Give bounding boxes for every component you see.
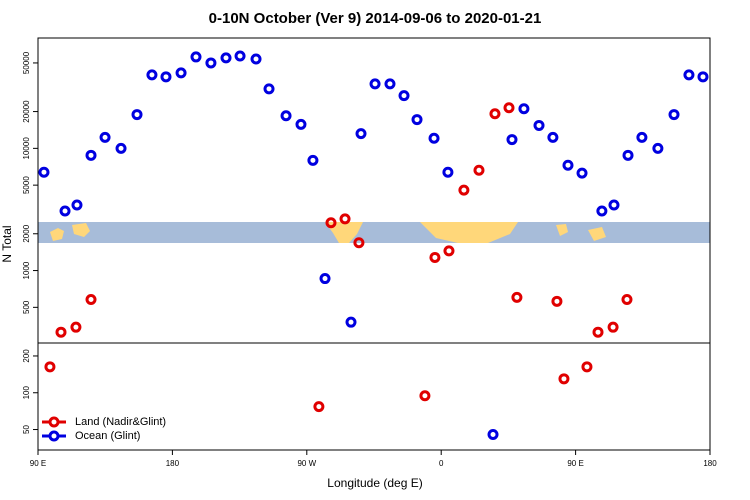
y-tick-label: 20000 xyxy=(22,100,31,123)
chart-title: 0-10N October (Ver 9) 2014-09-06 to 2020… xyxy=(209,10,542,27)
point xyxy=(668,109,680,121)
x-tick-label: 180 xyxy=(703,459,717,468)
point xyxy=(503,102,515,114)
x-axis-label: Longitude (deg E) xyxy=(327,476,422,490)
point xyxy=(551,295,563,307)
point xyxy=(547,131,559,143)
point xyxy=(175,67,187,79)
point xyxy=(369,78,381,90)
point xyxy=(596,205,608,217)
x-tick-label: 90 W xyxy=(297,459,316,468)
point xyxy=(489,108,501,120)
y-tick-label: 200 xyxy=(22,349,31,363)
y-tick-label: 50000 xyxy=(22,51,31,74)
point xyxy=(398,90,410,102)
y-tick-label: 50 xyxy=(22,425,31,434)
point xyxy=(115,142,127,154)
point xyxy=(131,109,143,121)
y-tick-label: 1000 xyxy=(22,261,31,279)
point xyxy=(506,134,518,146)
point xyxy=(511,291,523,303)
point xyxy=(683,69,695,81)
y-tick-label: 10000 xyxy=(22,137,31,160)
point xyxy=(411,114,423,126)
y-tick-label: 5000 xyxy=(22,176,31,194)
point xyxy=(487,429,499,441)
point xyxy=(295,118,307,130)
point xyxy=(205,57,217,69)
point xyxy=(458,184,470,196)
y-tick-label: 100 xyxy=(22,386,31,400)
legend-marker xyxy=(48,430,60,442)
y-axis-label: N Total xyxy=(0,225,14,262)
point xyxy=(160,71,172,83)
point xyxy=(280,110,292,122)
point xyxy=(442,166,454,178)
x-tick-label: 180 xyxy=(166,459,180,468)
point xyxy=(250,53,262,65)
point xyxy=(428,132,440,144)
point xyxy=(325,217,337,229)
y-tick-label: 2000 xyxy=(22,224,31,242)
point xyxy=(533,119,545,131)
x-tick-label: 90 E xyxy=(567,459,583,468)
y-tick-label: 500 xyxy=(22,300,31,314)
x-tick-label: 90 E xyxy=(30,459,46,468)
point xyxy=(85,149,97,161)
point xyxy=(636,131,648,143)
point xyxy=(313,401,325,413)
point xyxy=(608,199,620,211)
point xyxy=(353,237,365,249)
point xyxy=(59,205,71,217)
point xyxy=(607,321,619,333)
point xyxy=(55,326,67,338)
map-strip xyxy=(38,222,710,243)
legend-label: Ocean (Glint) xyxy=(75,430,140,442)
point xyxy=(576,167,588,179)
point xyxy=(419,390,431,402)
point xyxy=(44,361,56,373)
point xyxy=(697,71,709,83)
point xyxy=(70,321,82,333)
point xyxy=(220,52,232,64)
point xyxy=(71,199,83,211)
point xyxy=(99,131,111,143)
point xyxy=(621,293,633,305)
point xyxy=(234,50,246,62)
point xyxy=(339,213,351,225)
point xyxy=(652,142,664,154)
point xyxy=(345,316,357,328)
point xyxy=(384,78,396,90)
point xyxy=(558,373,570,385)
point xyxy=(518,103,530,115)
point xyxy=(263,83,275,95)
plot-frame xyxy=(37,37,711,451)
point xyxy=(592,326,604,338)
point xyxy=(85,293,97,305)
point xyxy=(581,361,593,373)
point xyxy=(190,51,202,63)
point xyxy=(319,273,331,285)
legend-marker xyxy=(48,416,60,428)
point xyxy=(473,164,485,176)
x-tick-label: 0 xyxy=(439,459,444,468)
point xyxy=(355,128,367,140)
point xyxy=(307,154,319,166)
legend-label: Land (Nadir&Glint) xyxy=(75,416,166,428)
point xyxy=(38,166,50,178)
point xyxy=(443,245,455,257)
point xyxy=(146,69,158,81)
point xyxy=(562,159,574,171)
point xyxy=(429,251,441,263)
point xyxy=(622,149,634,161)
